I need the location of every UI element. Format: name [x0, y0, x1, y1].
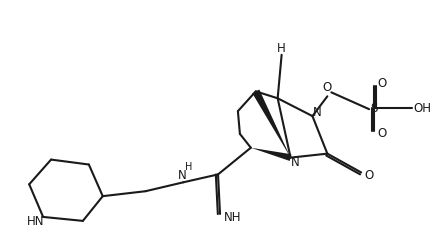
Text: H: H	[277, 42, 286, 55]
Polygon shape	[252, 90, 291, 158]
Text: N: N	[313, 106, 322, 119]
Text: O: O	[377, 77, 387, 90]
Text: N: N	[178, 169, 186, 182]
Text: NH: NH	[224, 211, 242, 224]
Text: O: O	[323, 81, 332, 94]
Polygon shape	[251, 148, 291, 161]
Text: H: H	[185, 162, 192, 171]
Text: OH: OH	[414, 102, 432, 115]
Text: O: O	[364, 169, 374, 182]
Text: HN: HN	[26, 215, 44, 228]
Text: S: S	[370, 102, 378, 115]
Text: N: N	[291, 156, 300, 169]
Text: O: O	[377, 127, 387, 140]
